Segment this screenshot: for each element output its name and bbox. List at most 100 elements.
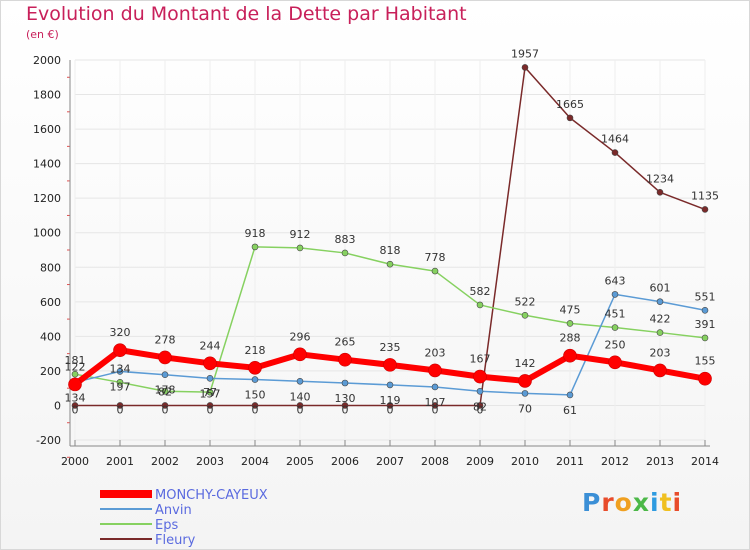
data-point-fleury xyxy=(431,402,439,409)
proxiti-logo: Proxiti xyxy=(582,488,682,517)
data-label-eps: 778 xyxy=(425,251,446,264)
data-point-fleury xyxy=(71,402,79,409)
data-point-fleury xyxy=(296,402,304,409)
data-label-monchy-cayeux: 203 xyxy=(425,346,446,359)
data-label-monchy-cayeux: 167 xyxy=(470,353,491,366)
data-point-eps xyxy=(701,334,709,342)
x-tick-label: 2010 xyxy=(511,455,539,468)
data-point-eps xyxy=(296,244,304,252)
legend-label-monchy-cayeux: MONCHY-CAYEUX xyxy=(155,488,268,503)
data-label-fleury: 0 xyxy=(432,403,439,416)
data-label-eps: 912 xyxy=(290,228,311,241)
data-label-fleury: 0 xyxy=(252,403,259,416)
data-label-anvin: 178 xyxy=(155,384,176,397)
data-point-fleury xyxy=(566,114,574,122)
data-point-monchy-cayeux xyxy=(383,358,397,372)
data-label-monchy-cayeux: 250 xyxy=(605,338,626,351)
data-point-fleury xyxy=(521,64,529,71)
data-point-anvin xyxy=(341,379,349,387)
data-label-monchy-cayeux: 244 xyxy=(200,339,221,352)
data-label-fleury: 0 xyxy=(72,403,79,416)
axes: -200020040060080010001200140016001800200… xyxy=(33,54,719,468)
y-tick-label: 2000 xyxy=(33,54,61,67)
data-label-monchy-cayeux: 218 xyxy=(245,344,266,357)
logo-letter: P xyxy=(582,488,602,517)
x-tick-label: 2000 xyxy=(61,455,89,468)
data-label-anvin: 150 xyxy=(245,389,266,402)
data-point-monchy-cayeux xyxy=(248,360,262,375)
x-tick-label: 2002 xyxy=(151,455,179,468)
data-label-monchy-cayeux: 320 xyxy=(110,326,131,339)
data-point-eps xyxy=(656,329,664,336)
data-point-monchy-cayeux xyxy=(203,356,217,371)
data-label-eps: 918 xyxy=(245,227,266,240)
data-point-eps xyxy=(251,243,259,251)
x-tick-label: 2013 xyxy=(646,455,674,468)
y-tick-label: 1000 xyxy=(33,227,61,240)
data-point-anvin xyxy=(386,381,394,389)
data-point-fleury xyxy=(206,402,214,409)
data-point-monchy-cayeux xyxy=(293,347,307,362)
data-point-eps xyxy=(71,370,79,378)
data-label-eps: 522 xyxy=(515,295,536,308)
data-point-anvin xyxy=(656,298,664,305)
y-tick-label: 1400 xyxy=(33,158,61,171)
data-label-monchy-cayeux: 296 xyxy=(290,330,311,343)
data-label-anvin: 601 xyxy=(650,282,671,295)
data-label-fleury: 0 xyxy=(162,403,169,416)
y-tick-label: 600 xyxy=(40,296,61,309)
data-point-monchy-cayeux xyxy=(518,374,532,388)
data-point-eps xyxy=(161,387,169,395)
data-point-eps xyxy=(116,379,124,386)
logo-letter: i xyxy=(650,488,660,517)
x-tick-label: 2007 xyxy=(376,455,404,468)
data-label-eps: 818 xyxy=(380,244,401,257)
x-tick-label: 2014 xyxy=(691,455,719,468)
y-tick-label: 200 xyxy=(40,365,61,378)
data-point-monchy-cayeux xyxy=(653,363,667,378)
data-label-anvin: 70 xyxy=(518,402,532,415)
x-tick-label: 2001 xyxy=(106,455,134,468)
data-point-anvin xyxy=(476,387,484,395)
data-label-fleury: 0 xyxy=(342,403,349,416)
data-label-anvin: 551 xyxy=(695,290,716,303)
data-label-eps: 422 xyxy=(650,313,671,326)
data-label-eps: 475 xyxy=(560,303,581,316)
data-point-fleury xyxy=(656,189,664,196)
data-point-anvin xyxy=(251,376,259,383)
data-labels: 122 320 278 244 218 296 265 235 203 167 142 288 250 2… xyxy=(65,47,720,416)
data-label-fleury: 1665 xyxy=(556,98,584,111)
data-label-monchy-cayeux: 122 xyxy=(65,360,86,373)
data-point-eps xyxy=(206,388,214,396)
y-tick-label: 0 xyxy=(54,399,61,412)
data-label-anvin: 134 xyxy=(65,391,86,404)
data-label-fleury: 0 xyxy=(117,403,124,416)
data-label-eps: 391 xyxy=(695,318,716,331)
data-label-anvin: 82 xyxy=(473,400,487,413)
data-label-monchy-cayeux: 203 xyxy=(650,346,671,359)
data-label-eps: 82 xyxy=(158,385,172,398)
data-point-monchy-cayeux xyxy=(113,343,127,357)
x-tick-label: 2008 xyxy=(421,455,449,468)
x-tick-label: 2012 xyxy=(601,455,629,468)
data-point-fleury xyxy=(341,402,349,409)
data-label-fleury: 0 xyxy=(387,403,394,416)
data-label-monchy-cayeux: 142 xyxy=(515,357,536,370)
data-point-monchy-cayeux xyxy=(608,355,622,370)
x-tick-label: 2004 xyxy=(241,455,269,468)
data-point-monchy-cayeux xyxy=(473,369,487,384)
data-label-fleury: 0 xyxy=(477,403,484,416)
y-tick-label: 400 xyxy=(40,330,61,343)
data-label-anvin: 197 xyxy=(110,380,131,393)
data-label-fleury: 1957 xyxy=(511,47,539,60)
data-point-monchy-cayeux xyxy=(158,350,172,365)
data-label-fleury: 0 xyxy=(207,403,214,416)
y-tick-label: 800 xyxy=(40,261,61,274)
x-tick-label: 2009 xyxy=(466,455,494,468)
logo-letter: o xyxy=(614,488,633,517)
data-label-fleury: 1234 xyxy=(646,172,674,185)
x-tick-label: 2011 xyxy=(556,455,584,468)
data-point-fleury xyxy=(476,402,484,409)
